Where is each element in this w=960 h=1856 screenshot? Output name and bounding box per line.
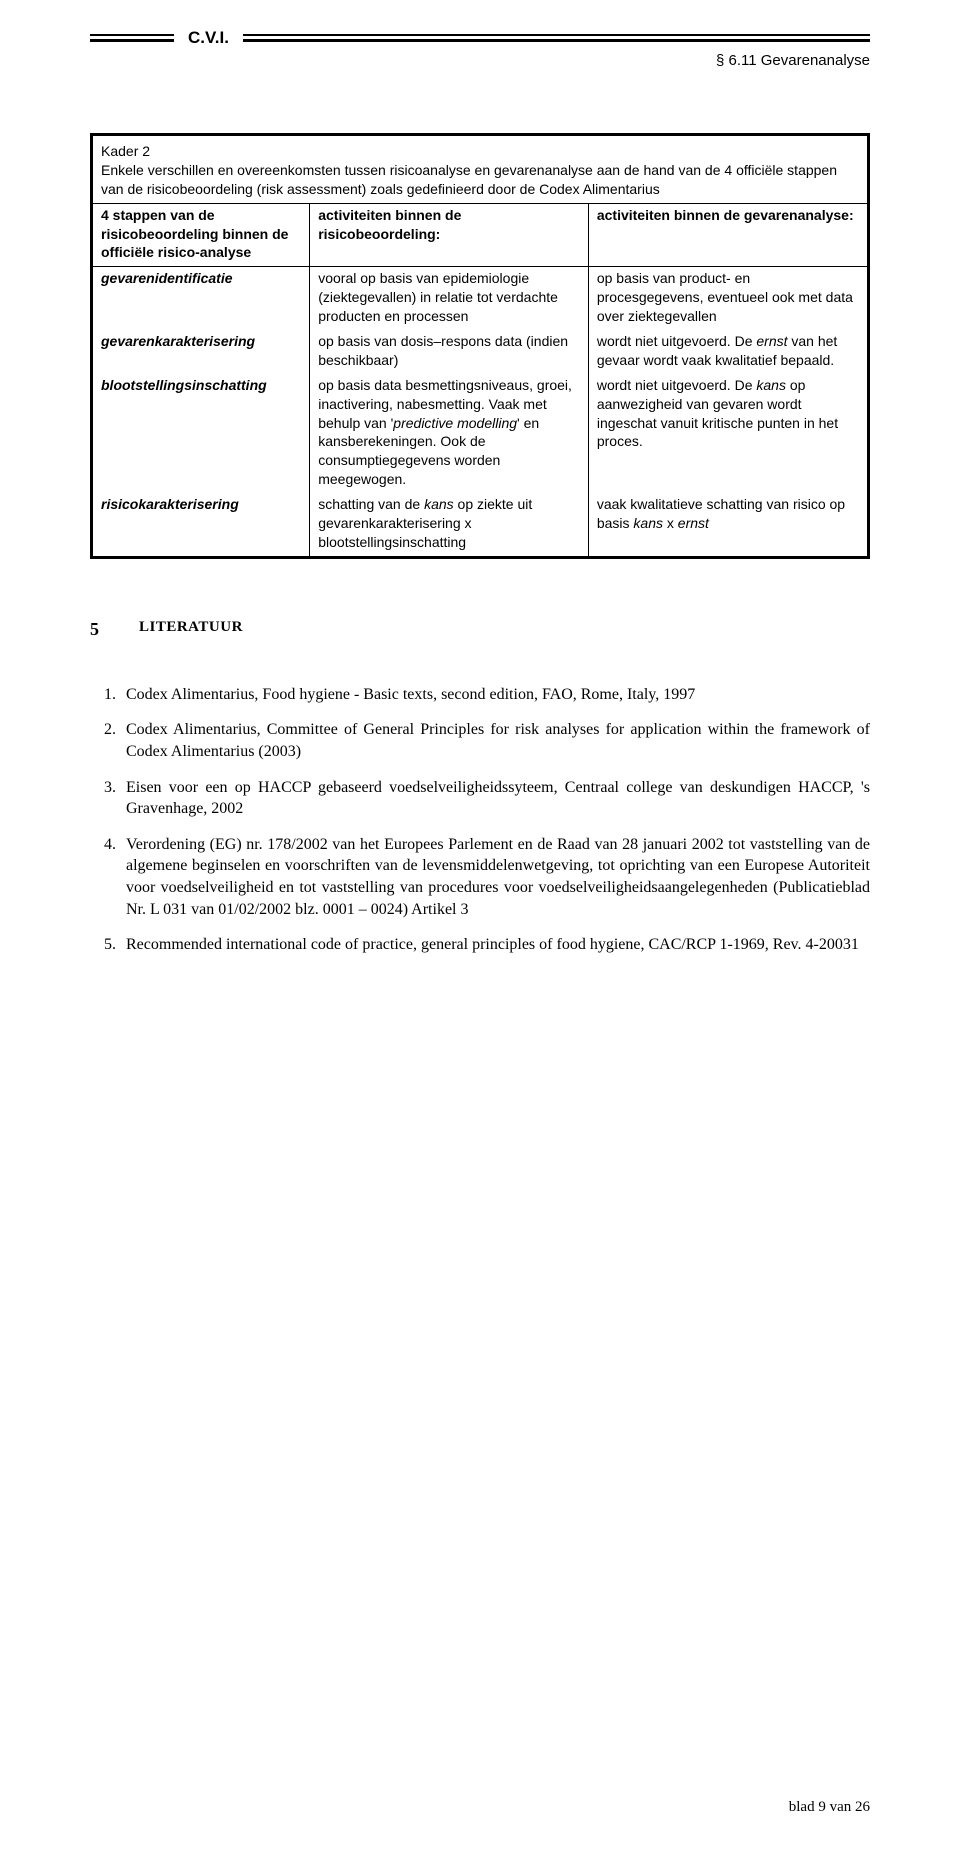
reference-list: Codex Alimentarius, Food hygiene - Basic… [90,684,870,956]
header-col2: activiteiten binnen de risicobeoordeling… [310,203,589,267]
kader-intro: Kader 2 Enkele verschillen en overeenkom… [93,136,867,203]
kader-table: 4 stappen van de risicobeoordeling binne… [93,203,867,556]
header-abbrev: C.V.I. [188,28,229,48]
literature-num: 5 [90,619,99,640]
row-c2: op basis van dosis–respons data (indien … [310,330,589,374]
header-rule-left [90,34,174,42]
page-footer: blad 9 van 26 [789,1799,870,1816]
table-header-row: 4 stappen van de risicobeoordeling binne… [93,203,867,267]
row-c3: op basis van product- en procesgegevens,… [588,267,867,330]
row-label: gevarenkarakterisering [93,330,310,374]
row-c3: wordt niet uitgevoerd. De kans op aanwez… [588,374,867,493]
list-item: Codex Alimentarius, Food hygiene - Basic… [120,684,870,706]
kader-box: Kader 2 Enkele verschillen en overeenkom… [90,133,870,559]
table-row: blootstellingsinschatting op basis data … [93,374,867,493]
header-col3: activiteiten binnen de gevarenanalyse: [588,203,867,267]
row-c2: schatting van de kans op ziekte uit geva… [310,493,589,556]
header-rule-right [243,34,870,42]
list-item: Codex Alimentarius, Committee of General… [120,719,870,762]
row-label: gevarenidentificatie [93,267,310,330]
list-item: Eisen voor een op HACCP gebaseerd voedse… [120,777,870,820]
kader-title: Kader 2 [101,142,859,161]
table-row: gevarenkarakterisering op basis van dosi… [93,330,867,374]
row-c2: op basis data besmettingsniveaus, groei,… [310,374,589,493]
table-row: risicokarakterisering schatting van de k… [93,493,867,556]
literature-title: LITERATUUR [139,619,243,640]
header-col1: 4 stappen van de risicobeoordeling binne… [93,203,310,267]
list-item: Recommended international code of practi… [120,934,870,956]
row-c2: vooral op basis van epidemiologie (ziekt… [310,267,589,330]
row-c3: vaak kwalitatieve schatting van risico o… [588,493,867,556]
table-row: gevarenidentificatie vooral op basis van… [93,267,867,330]
list-item: Verordening (EG) nr. 178/2002 van het Eu… [120,834,870,920]
row-label: risicokarakterisering [93,493,310,556]
section-label: § 6.11 Gevarenanalyse [90,52,870,69]
row-c3: wordt niet uitgevoerd. De ernst van het … [588,330,867,374]
literature-heading: 5 LITERATUUR [90,619,870,640]
kader-intro-text: Enkele verschillen en overeenkomsten tus… [101,162,837,197]
page: C.V.I. § 6.11 Gevarenanalyse Kader 2 Enk… [0,0,960,1856]
page-header: C.V.I. [90,28,870,48]
row-label: blootstellingsinschatting [93,374,310,493]
